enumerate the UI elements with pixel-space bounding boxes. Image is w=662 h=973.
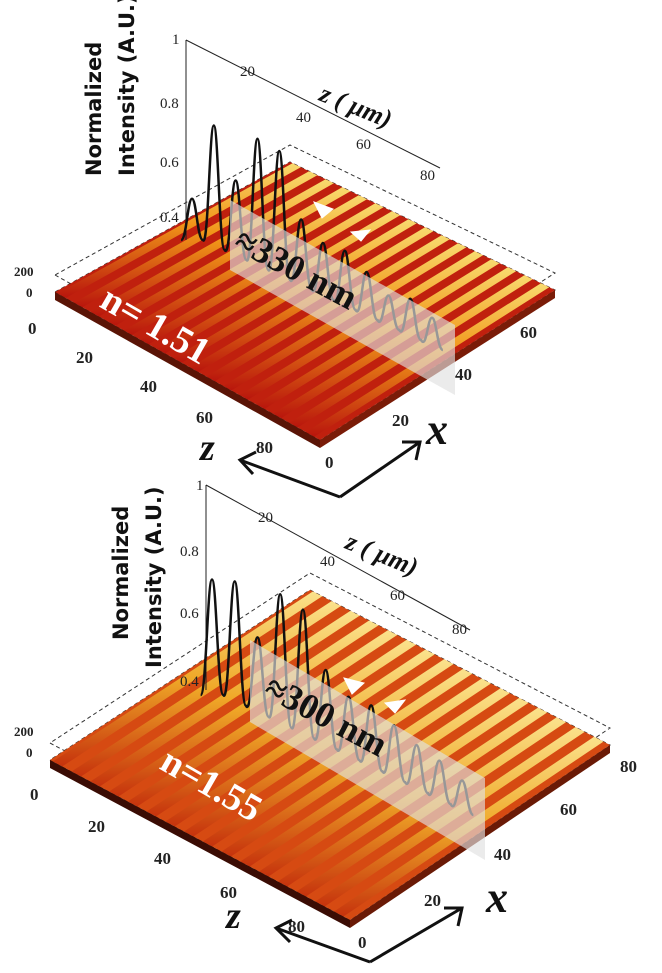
top-compass-x-arrow xyxy=(339,440,421,499)
bottom-front-x-tick-20: 20 xyxy=(424,891,441,910)
top-z-tick-60: 60 xyxy=(356,137,371,153)
bottom-y-axis-label-line2: Intensity (A.U.) xyxy=(142,486,166,668)
bottom-compass-z-head xyxy=(273,918,293,944)
top-z-tick-40: 40 xyxy=(296,110,311,126)
top-front-z-tick-80: 80 xyxy=(256,438,273,457)
bottom-y-tick-0.4: 0.4 xyxy=(180,674,199,690)
bottom-left-tick-0: 0 xyxy=(26,745,33,760)
bottom-front-z-tick-80: 80 xyxy=(288,917,305,936)
bottom-front-z-tick-60: 60 xyxy=(220,883,237,902)
bottom-y-tick-0.8: 0.8 xyxy=(180,544,199,560)
bottom-z-tick-20: 20 xyxy=(258,510,273,526)
top-left-tick-0: 0 xyxy=(26,285,33,300)
top-y-tick-0.8: 0.8 xyxy=(160,96,179,112)
top-compass-x-head xyxy=(402,440,422,461)
top-y-axis-label-line2: Intensity (A.U.) xyxy=(115,0,139,176)
top-front-z-tick-20: 20 xyxy=(76,348,93,367)
surface-ridge xyxy=(90,610,360,787)
top-arrow-right xyxy=(312,201,334,219)
bottom-arrow-left xyxy=(383,699,407,714)
bottom-arrow-right xyxy=(343,677,366,695)
bottom-compass-z-arrow xyxy=(275,926,371,964)
bottom-annotation-plane xyxy=(250,640,485,860)
top-front-z-tick-0: 0 xyxy=(28,319,37,338)
top-z-tick-80: 80 xyxy=(420,168,435,184)
bottom-compass-x-head xyxy=(444,906,464,927)
bottom-z-axis-label: z ( μm) xyxy=(341,526,422,581)
top-compass-z-head xyxy=(237,450,257,476)
bottom-compass-x-arrow xyxy=(369,906,463,964)
top-front-x-tick-20: 20 xyxy=(392,411,409,430)
top-compass xyxy=(237,440,422,499)
bottom-front-z-tick-0: 0 xyxy=(30,785,39,804)
top-arrow-left xyxy=(349,229,372,242)
bottom-panel: Normalized Intensity (A.U.) 1 0.8 0.6 0.… xyxy=(14,478,637,964)
bottom-arrows xyxy=(343,677,407,714)
top-y-tick-1: 1 xyxy=(172,32,180,48)
bottom-z-tick-40: 40 xyxy=(320,554,335,570)
top-y-tick-0.6: 0.6 xyxy=(160,155,179,171)
top-panel: Normalized Intensity (A.U.) 1 0.8 0.6 0.… xyxy=(14,0,557,499)
bottom-z-axis xyxy=(205,484,471,631)
surface-ridge xyxy=(109,620,379,797)
top-arrows xyxy=(312,201,372,242)
bottom-side-face xyxy=(50,760,350,928)
bottom-front-x-tick-80: 80 xyxy=(620,757,637,776)
bottom-front-z-tick-20: 20 xyxy=(88,817,105,836)
top-front-z-tick-40: 40 xyxy=(140,377,157,396)
bottom-y-tick-0.6: 0.6 xyxy=(180,606,199,622)
bottom-z-tick-80: 80 xyxy=(452,622,467,638)
bottom-y-tick-1: 1 xyxy=(196,478,204,494)
bottom-z-tick-60: 60 xyxy=(390,588,405,604)
surface-ridge xyxy=(52,591,323,767)
top-z-axis xyxy=(185,39,441,169)
top-front-x-tick-60: 60 xyxy=(520,323,537,342)
surface-ridge xyxy=(107,187,351,326)
top-annotation-plane xyxy=(230,200,455,395)
top-y-axis-label-line1: Normalized xyxy=(82,42,106,176)
bottom-front-z-tick-40: 40 xyxy=(154,849,171,868)
bottom-compass-x-label: x xyxy=(485,873,508,922)
surface-ridge xyxy=(74,171,318,308)
bottom-front-x-tick-40: 40 xyxy=(494,845,511,864)
top-front-z-tick-60: 60 xyxy=(196,408,213,427)
bottom-compass xyxy=(273,906,464,964)
top-compass-z-arrow xyxy=(239,458,341,499)
top-y-tick-0.4: 0.4 xyxy=(160,210,179,226)
top-front-x-tick-40: 40 xyxy=(455,365,472,384)
top-front-x-tick-0: 0 xyxy=(325,453,334,472)
top-compass-x-label: x xyxy=(425,405,448,454)
bottom-y-axis-label-line1: Normalized xyxy=(109,506,133,640)
top-compass-z-label: z xyxy=(198,427,215,469)
bottom-left-tick-200: 200 xyxy=(14,724,34,739)
top-side-face xyxy=(55,292,320,448)
top-z-tick-20: 20 xyxy=(240,64,255,80)
top-left-tick-200: 200 xyxy=(14,264,34,279)
bottom-front-x-tick-0: 0 xyxy=(358,933,367,952)
bottom-front-x-tick-60: 60 xyxy=(560,800,577,819)
bottom-compass-z-label: z xyxy=(224,895,241,937)
